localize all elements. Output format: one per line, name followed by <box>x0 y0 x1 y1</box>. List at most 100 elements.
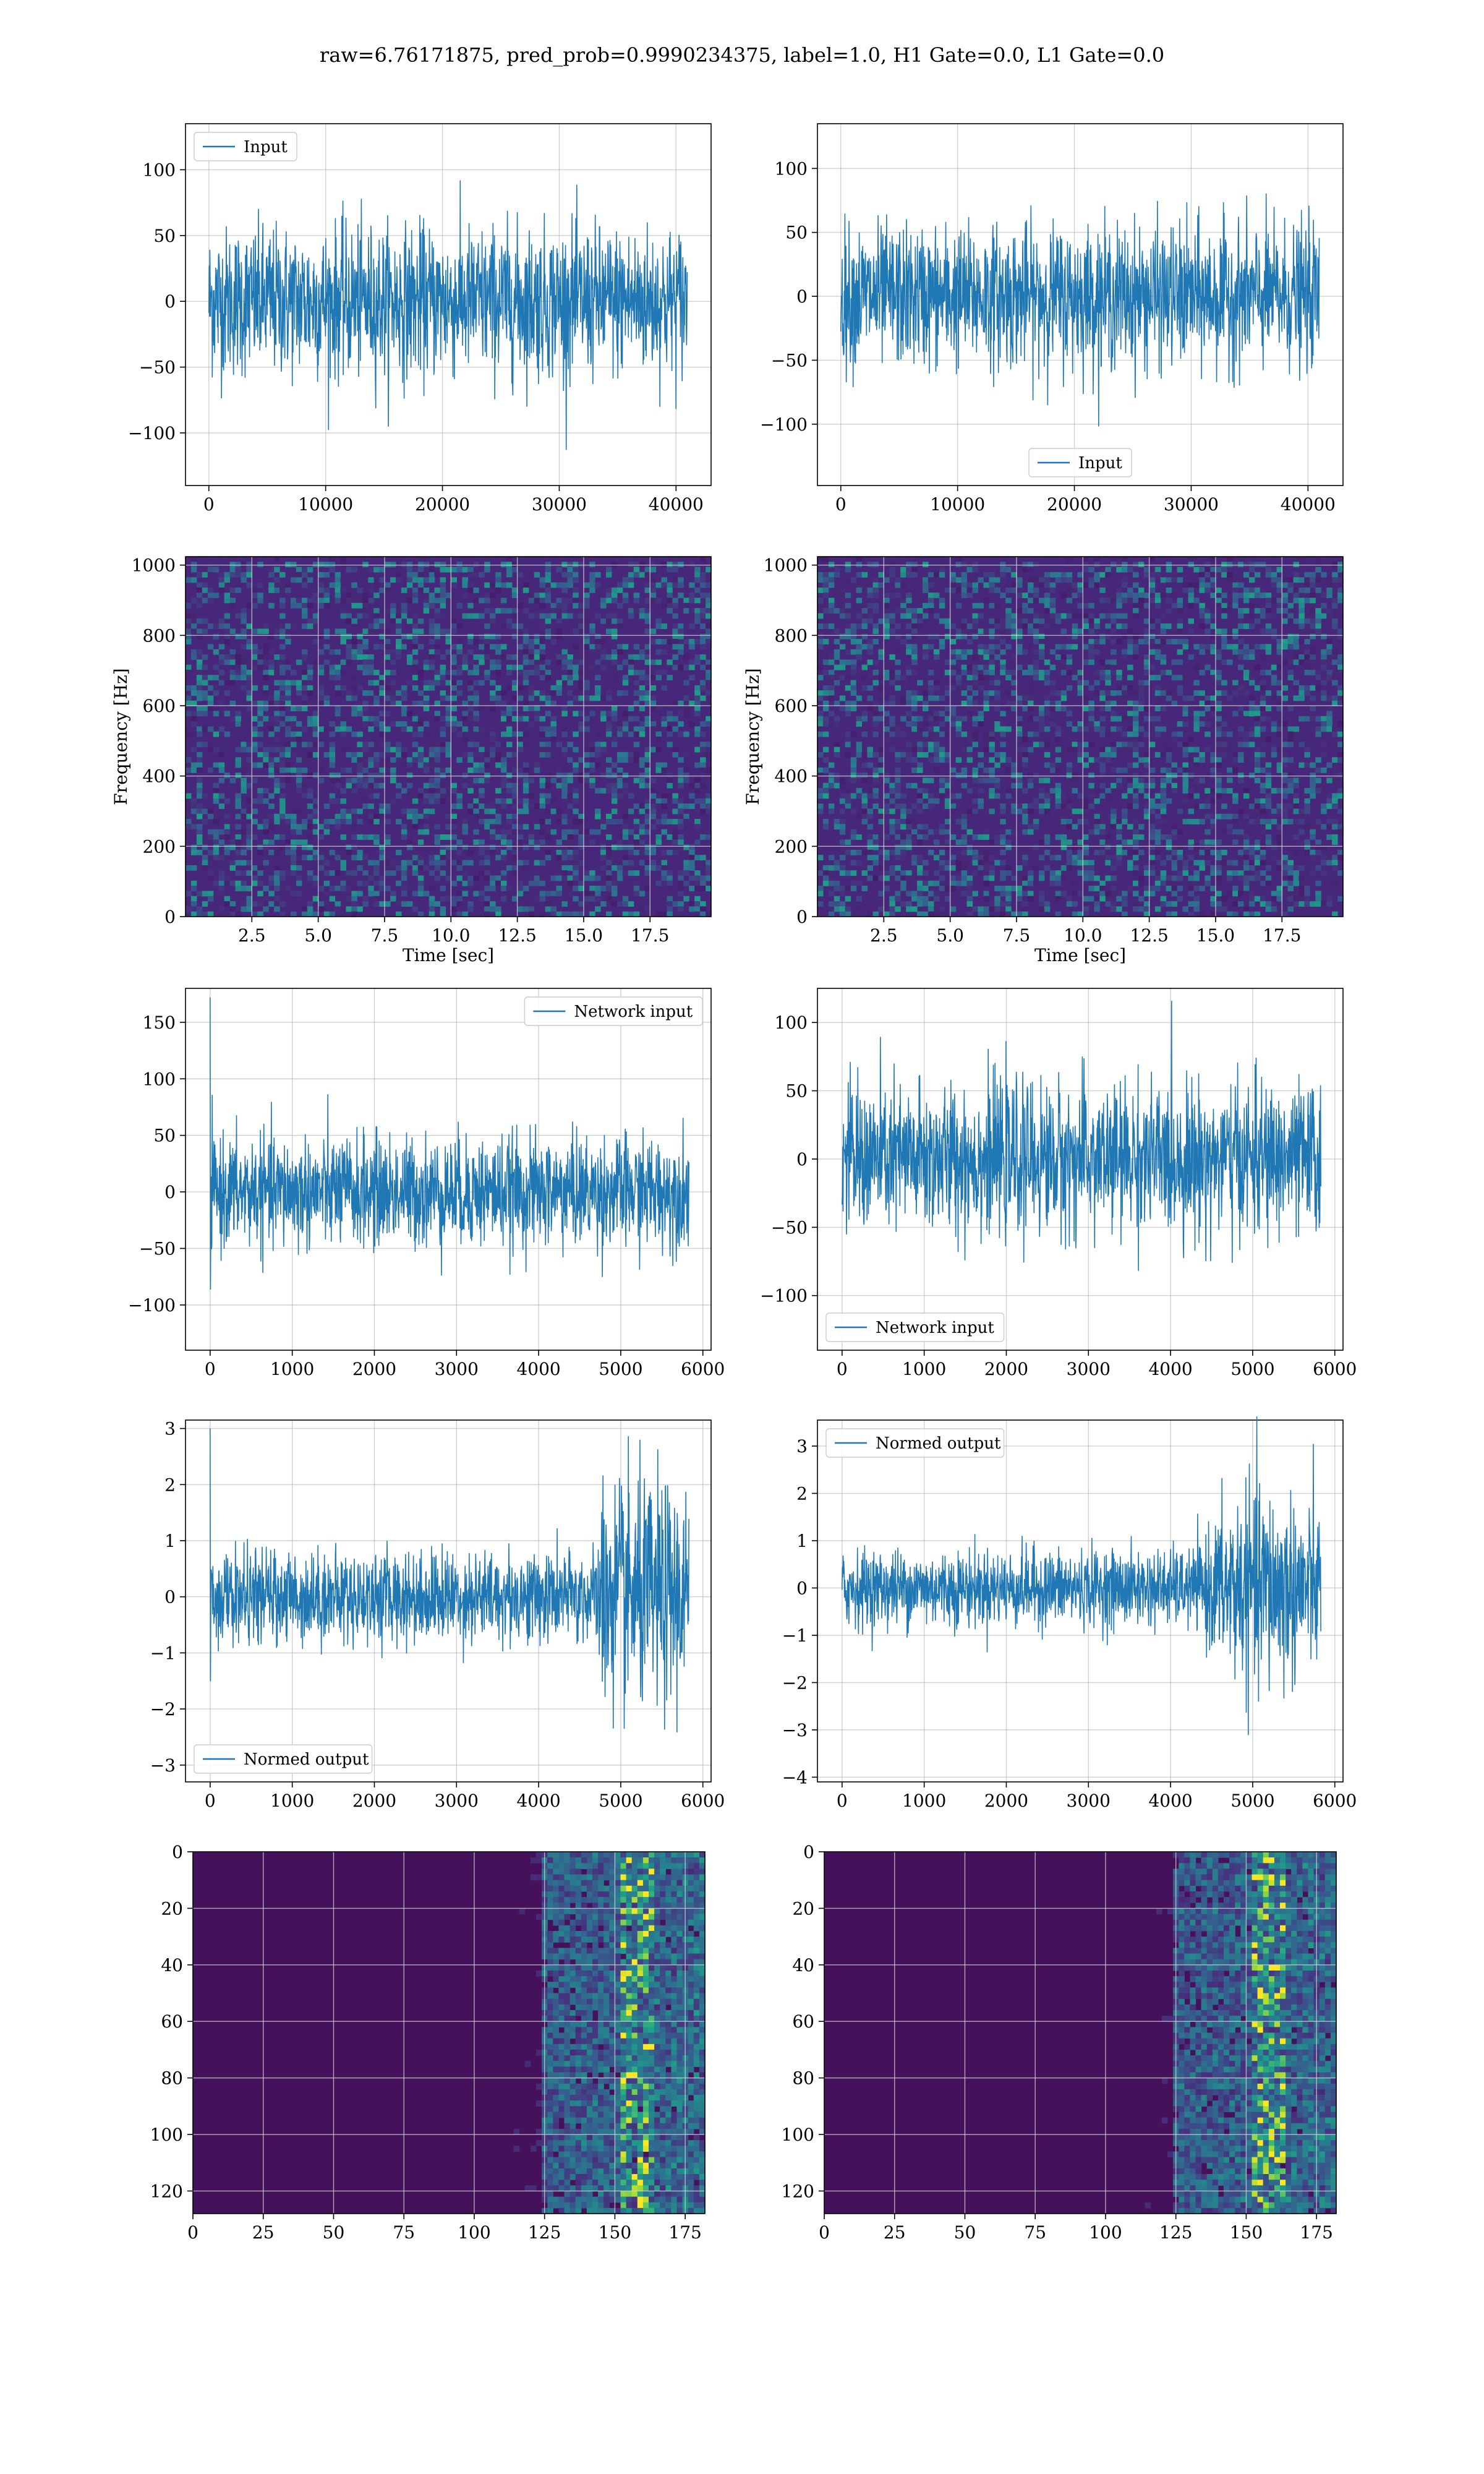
x-tick-label: 100 <box>1089 2222 1122 2243</box>
y-tick-label: 0 <box>164 1182 176 1202</box>
legend-label: Network input <box>574 1003 693 1021</box>
x-tick-label: 20000 <box>1047 494 1102 515</box>
x-tick-label: 125 <box>528 2222 561 2243</box>
grid <box>186 557 711 917</box>
x-tick-label: 2000 <box>984 1359 1028 1379</box>
y-tick-label: 1000 <box>764 555 808 576</box>
legend-label: Input <box>1078 454 1122 473</box>
x-tick-label: 40000 <box>1281 494 1336 515</box>
y-tick-label: 1 <box>796 1531 808 1551</box>
y-tick-label: 100 <box>143 160 176 180</box>
y-tick-label: 80 <box>792 2068 814 2089</box>
x-tick-label: 5000 <box>1230 1359 1274 1379</box>
x-tick-label: 3000 <box>1067 1359 1111 1379</box>
x-tick-label: 2.5 <box>870 925 898 946</box>
y-tick-label: 50 <box>785 1081 808 1102</box>
x-tick-label: 175 <box>1300 2222 1333 2243</box>
y-tick-label: 40 <box>161 1955 183 1975</box>
legend: Normed output <box>825 1428 1005 1458</box>
x-tick-label: 0 <box>819 2222 830 2243</box>
x-tick-label: 2000 <box>352 1791 396 1811</box>
y-tick-label: 120 <box>150 2181 183 2201</box>
y-tick-label: 100 <box>782 2125 814 2145</box>
feature-map-h1-panel: 0 25 50 75 100 125 150 175 0 20 40 60 80 100 120 <box>150 1842 706 2243</box>
y-tick-label: 0 <box>796 907 808 927</box>
x-tick-label: 150 <box>599 2222 631 2243</box>
y-tick-label: 0 <box>164 291 176 312</box>
normed-output-h1-panel: 0 1000 2000 3000 4000 5000 6000 −3 −2 −1 0 1 2 3 Norme… <box>150 1419 725 1811</box>
legend: Network input <box>825 1312 1005 1342</box>
y-tick-label: −3 <box>150 1755 176 1776</box>
x-tick-label: 0 <box>835 494 846 515</box>
x-tick-label: 10000 <box>930 494 985 515</box>
heatmap-cells <box>824 1852 1337 2214</box>
x-tick-label: 6000 <box>1313 1359 1357 1379</box>
y-tick-label: 100 <box>150 2125 183 2145</box>
x-tick-label: 5000 <box>599 1791 642 1811</box>
legend-label: Normed output <box>876 1434 1001 1453</box>
feature-map-l1-panel: 0 25 50 75 100 125 150 175 0 20 40 60 80 100 120 <box>782 1842 1337 2243</box>
y-tick-label: −50 <box>771 350 808 370</box>
y-tick-label: 50 <box>153 1126 176 1146</box>
y-tick-label: −50 <box>139 1238 176 1259</box>
y-tick-label: 400 <box>775 766 808 787</box>
heatmap-cells <box>186 557 712 917</box>
axes-frame <box>185 988 712 1351</box>
y-tick-label: 1 <box>164 1531 176 1551</box>
y-tick-label: −100 <box>760 414 808 435</box>
figure-title: raw=6.76171875, pred_prob=0.9990234375, … <box>320 43 1164 67</box>
x-tick-label: 1000 <box>270 1359 314 1379</box>
x-tick-label: 15.0 <box>1196 925 1235 946</box>
legend: Input <box>194 132 297 161</box>
y-tick-label: −1 <box>150 1643 176 1663</box>
y-tick-label: 0 <box>164 1587 176 1607</box>
y-tick-label: −4 <box>782 1767 808 1787</box>
y-axis-label: Frequency [Hz] <box>111 668 131 805</box>
x-tick-label: 30000 <box>1164 494 1219 515</box>
network-input-l1-panel: 0 1000 2000 3000 4000 5000 6000 −100 −50 0 50 100 Ne… <box>760 988 1357 1379</box>
x-tick-label: 10.0 <box>432 925 470 946</box>
legend: Input <box>1028 448 1132 477</box>
x-tick-label: 2000 <box>352 1359 396 1379</box>
x-axis-label: Time [sec] <box>403 945 494 965</box>
y-tick-label: 0 <box>172 1842 183 1862</box>
y-tick-label: 80 <box>161 2068 183 2089</box>
y-tick-label: 2 <box>796 1484 808 1504</box>
series-line <box>840 193 1320 427</box>
y-tick-label: −100 <box>760 1286 808 1306</box>
x-tick-label: 0 <box>203 494 215 515</box>
y-tick-label: −100 <box>128 423 176 443</box>
x-tick-label: 5000 <box>1230 1791 1274 1811</box>
x-tick-label: 1000 <box>902 1791 946 1811</box>
input-l1-panel: 0 10000 20000 30000 40000 −100 −50 0 50 100 Input <box>760 123 1344 515</box>
x-tick-label: 10.0 <box>1064 925 1102 946</box>
x-tick-label: 0 <box>837 1359 848 1379</box>
y-tick-label: −3 <box>782 1720 808 1740</box>
x-tick-label: 6000 <box>1313 1791 1357 1811</box>
legend-label: Normed output <box>244 1750 369 1769</box>
y-tick-label: 150 <box>143 1012 176 1033</box>
legend-box <box>194 1744 373 1774</box>
legend-label: Input <box>244 138 288 156</box>
legend-box <box>1028 448 1132 477</box>
heatmap-cells <box>817 557 1344 917</box>
y-tick-label: 200 <box>775 836 808 857</box>
legend-label: Network input <box>876 1319 994 1337</box>
x-tick-label: 0 <box>205 1791 216 1811</box>
x-tick-label: 10000 <box>298 494 353 515</box>
y-tick-label: −50 <box>771 1217 808 1238</box>
y-tick-label: 0 <box>796 1578 808 1598</box>
x-tick-label: 2.5 <box>238 925 266 946</box>
axes-frame <box>185 1419 712 1783</box>
series-line <box>208 180 688 450</box>
y-tick-label: 600 <box>775 696 808 716</box>
legend: Normed output <box>194 1744 373 1774</box>
y-tick-label: −2 <box>782 1672 808 1693</box>
legend-box <box>524 996 703 1026</box>
legend-box <box>825 1312 1005 1342</box>
axes-frame <box>185 123 712 486</box>
y-tick-label: 0 <box>164 907 176 927</box>
y-tick-label: 100 <box>775 1012 808 1033</box>
y-tick-label: 100 <box>775 158 808 179</box>
x-tick-label: 4000 <box>1148 1359 1192 1379</box>
